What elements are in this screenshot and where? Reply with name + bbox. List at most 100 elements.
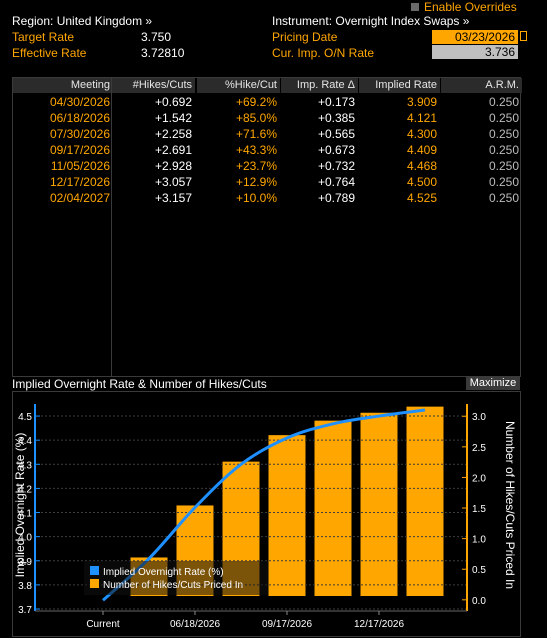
- table-cell-pct: +10.0%: [235, 191, 277, 205]
- table-cell-meeting: 04/30/2026: [49, 95, 110, 109]
- table-cell-implied: 4.300: [406, 127, 437, 141]
- col-header-delta[interactable]: Imp. Rate Δ: [281, 78, 358, 93]
- enable-overrides-toggle[interactable]: Enable Overrides: [411, 0, 517, 14]
- cur-imp-rate-value: 3.736: [484, 45, 515, 59]
- y-tick-label: 4.4: [18, 436, 32, 447]
- table-cell-arm: 0.250: [488, 159, 519, 173]
- y-tick-label: 3.8: [18, 581, 32, 592]
- table-cell-delta: +0.732: [317, 159, 355, 173]
- table-cell-arm: 0.250: [488, 191, 519, 205]
- x-tick-label: 06/18/2026: [170, 619, 220, 630]
- table-cell-arm: 0.250: [488, 95, 519, 109]
- column-divider: [111, 78, 112, 376]
- table-cell-pct: +12.9%: [235, 175, 277, 189]
- x-tick-label: Current: [86, 619, 120, 630]
- checkbox-icon[interactable]: [411, 3, 419, 11]
- y2-tick-label: 1.0: [472, 535, 486, 546]
- table-cell-implied: 4.525: [406, 191, 437, 205]
- implied-rate-line: [101, 408, 426, 602]
- hikes-bar: [268, 435, 306, 596]
- col-header-implied[interactable]: Implied Rate: [359, 78, 440, 93]
- hikes-bar: [360, 412, 398, 596]
- legend-label-rate: Implied Overnight Rate (%): [103, 567, 224, 578]
- y2-tick-label: 0.5: [472, 565, 486, 576]
- cur-imp-rate-label: Cur. Imp. O/N Rate: [272, 46, 375, 60]
- y-tick-label: 3.7: [18, 605, 32, 616]
- y-axis-label: Implied Overnight Rate (%): [13, 433, 27, 578]
- target-rate-label: Target Rate: [12, 30, 75, 44]
- target-rate-value: 3.750: [141, 30, 172, 44]
- legend-label-hikes: Number of Hikes/Cuts Priced In: [103, 580, 243, 591]
- x-tick-label: 09/17/2026: [262, 619, 312, 630]
- y2-tick-label: 0.0: [472, 596, 486, 607]
- table-cell-hikes: +3.157: [154, 191, 192, 205]
- table-cell-delta: +0.385: [317, 111, 355, 125]
- table-cell-meeting: 11/05/2026: [50, 159, 110, 173]
- table-cell-implied: 4.500: [406, 175, 437, 189]
- table-cell-meeting: 06/18/2026: [49, 111, 110, 125]
- y2-tick-label: 2.5: [472, 443, 486, 454]
- pricing-date-label: Pricing Date: [272, 30, 338, 44]
- effective-rate-label: Effective Rate: [12, 46, 87, 60]
- y-tick-label: 4.3: [18, 460, 32, 471]
- hikes-bar: [314, 420, 352, 596]
- table-cell-arm: 0.250: [488, 175, 519, 189]
- table-cell-pct: +23.7%: [235, 159, 277, 173]
- table-cell-delta: +0.789: [317, 191, 355, 205]
- hikes-bar: [406, 406, 444, 596]
- table-cell-hikes: +2.258: [154, 127, 192, 141]
- table-cell-pct: +43.3%: [235, 143, 277, 157]
- table-cell-pct: +69.2%: [235, 95, 277, 109]
- table-cell-implied: 4.409: [406, 143, 437, 157]
- chart-frame: [12, 391, 521, 637]
- cur-imp-rate-field[interactable]: 3.736: [432, 45, 518, 59]
- table-cell-hikes: +3.057: [154, 175, 192, 189]
- table-cell-hikes: +0.692: [154, 95, 192, 109]
- table-cell-hikes: +2.928: [154, 159, 192, 173]
- table-cell-arm: 0.250: [488, 111, 519, 125]
- table-cell-hikes: +1.542: [154, 111, 192, 125]
- chart-title: Implied Overnight Rate & Number of Hikes…: [12, 377, 267, 391]
- y-tick-label: 3.9: [18, 557, 32, 568]
- col-header-arm[interactable]: A.R.M.: [441, 78, 522, 93]
- legend-swatch-rate: [90, 566, 99, 575]
- pricing-date-value: 03/23/2026: [454, 30, 515, 44]
- col-header-hikes[interactable]: #Hikes/Cuts: [112, 78, 195, 93]
- table-cell-meeting: 12/17/2026: [49, 175, 110, 189]
- table-cell-meeting: 09/17/2026: [49, 143, 110, 157]
- table-cell-pct: +71.6%: [235, 127, 277, 141]
- effective-rate-value: 3.72810: [141, 46, 185, 60]
- table-cell-delta: +0.764: [317, 175, 355, 189]
- table-cell-implied: 3.909: [406, 95, 437, 109]
- x-tick-label: 12/17/2026: [354, 619, 404, 630]
- col-header-meeting[interactable]: Meeting: [13, 78, 113, 93]
- meetings-table: Meeting #Hikes/Cuts %Hike/Cut Imp. Rate …: [12, 77, 522, 377]
- col-header-pct[interactable]: %Hike/Cut: [197, 78, 280, 93]
- y2-tick-label: 2.0: [472, 473, 486, 484]
- pricing-date-field[interactable]: 03/23/2026: [432, 30, 527, 44]
- y-tick-label: 4.1: [18, 509, 32, 520]
- table-cell-implied: 4.468: [406, 159, 437, 173]
- chart-legend: Implied Overnight Rate (%) Number of Hik…: [84, 561, 268, 595]
- y2-tick-label: 3.0: [472, 412, 486, 423]
- table-cell-hikes: +2.691: [154, 143, 192, 157]
- y-tick-label: 4.5: [18, 412, 32, 423]
- table-cell-meeting: 07/30/2026: [49, 127, 110, 141]
- legend-swatch-hikes: [90, 579, 99, 588]
- enable-overrides-label: Enable Overrides: [424, 0, 517, 14]
- region-selector[interactable]: Region: United Kingdom »: [12, 14, 153, 28]
- table-cell-delta: +0.673: [317, 143, 355, 157]
- legend-background: [84, 561, 268, 595]
- y-tick-label: 4.2: [18, 484, 32, 495]
- table-cell-delta: +0.565: [317, 127, 355, 141]
- table-cell-implied: 4.121: [406, 111, 437, 125]
- table-cell-meeting: 02/04/2027: [49, 191, 110, 205]
- table-cell-pct: +85.0%: [235, 111, 277, 125]
- calendar-icon[interactable]: [520, 31, 527, 41]
- maximize-button[interactable]: Maximize: [466, 376, 520, 390]
- y2-axis-label: Number of Hikes/Cuts Priced In: [503, 421, 517, 589]
- instrument-selector[interactable]: Instrument: Overnight Index Swaps »: [272, 14, 470, 28]
- y2-tick-label: 1.5: [472, 504, 486, 515]
- table-cell-arm: 0.250: [488, 143, 519, 157]
